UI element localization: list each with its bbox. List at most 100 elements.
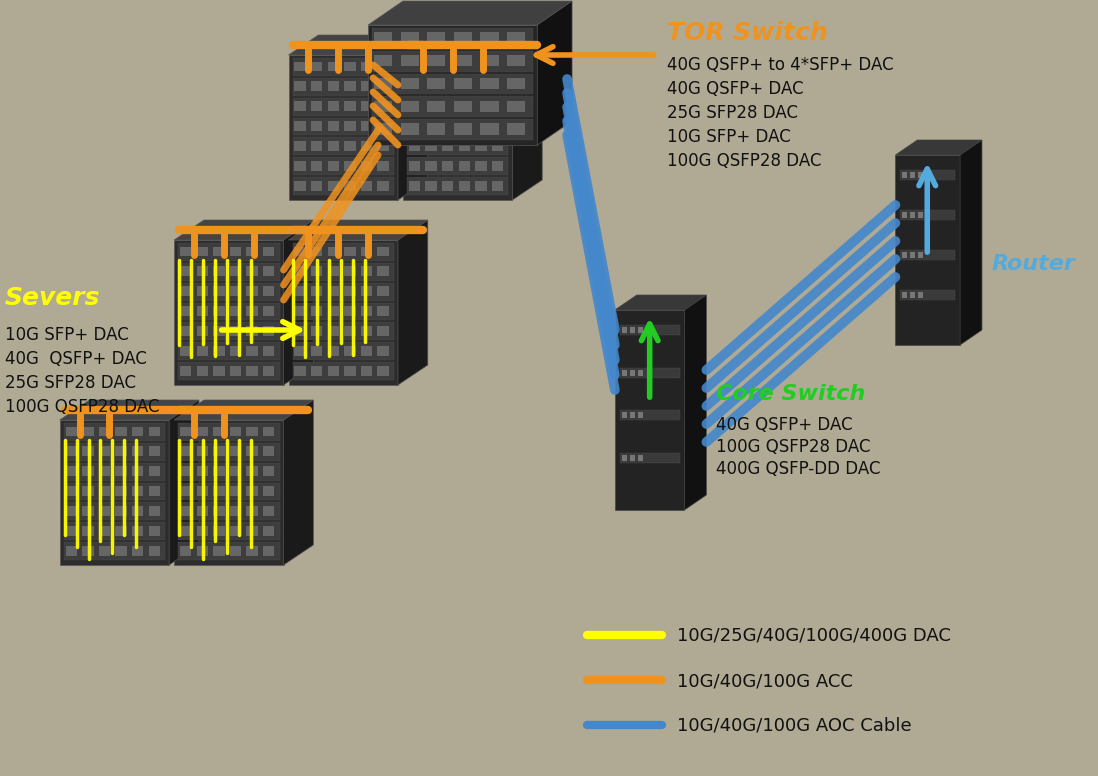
Bar: [345, 307, 356, 316]
Bar: [99, 506, 110, 516]
Bar: [361, 61, 372, 71]
Bar: [327, 161, 339, 171]
Bar: [378, 307, 389, 316]
Bar: [213, 346, 225, 355]
Bar: [213, 427, 225, 436]
Bar: [378, 141, 389, 151]
Bar: [378, 346, 389, 355]
Bar: [213, 266, 225, 276]
Bar: [66, 427, 77, 436]
Polygon shape: [283, 400, 313, 565]
Bar: [459, 81, 470, 92]
Bar: [213, 466, 225, 476]
Bar: [442, 141, 453, 151]
Bar: [378, 181, 389, 191]
Bar: [197, 286, 208, 296]
Bar: [229, 326, 242, 336]
Bar: [294, 326, 306, 336]
Bar: [345, 247, 356, 256]
Text: 40G QSFP+ DAC: 40G QSFP+ DAC: [716, 416, 853, 434]
Polygon shape: [289, 220, 428, 240]
Bar: [292, 58, 394, 76]
Bar: [66, 486, 77, 496]
Bar: [197, 427, 208, 436]
Bar: [229, 526, 242, 535]
Bar: [918, 292, 923, 298]
Bar: [426, 61, 437, 71]
Bar: [229, 346, 242, 355]
Polygon shape: [403, 35, 542, 55]
Bar: [345, 326, 356, 336]
Bar: [294, 61, 306, 71]
Bar: [264, 446, 274, 456]
Bar: [294, 81, 306, 92]
Bar: [178, 323, 280, 341]
Bar: [453, 101, 472, 112]
Bar: [229, 365, 242, 376]
Bar: [292, 323, 394, 341]
Bar: [327, 346, 339, 355]
Bar: [213, 307, 225, 316]
Bar: [311, 81, 323, 92]
Bar: [213, 365, 225, 376]
Bar: [197, 486, 208, 496]
Bar: [292, 282, 394, 300]
Bar: [178, 342, 280, 360]
Bar: [311, 141, 323, 151]
Bar: [374, 78, 392, 89]
Bar: [475, 102, 486, 111]
Bar: [401, 101, 419, 112]
Bar: [294, 141, 306, 151]
Bar: [910, 292, 916, 298]
Bar: [246, 326, 258, 336]
Bar: [294, 247, 306, 256]
Bar: [292, 137, 394, 155]
Bar: [197, 266, 208, 276]
Bar: [178, 502, 280, 520]
Bar: [66, 546, 77, 556]
Bar: [197, 307, 208, 316]
Bar: [361, 81, 372, 92]
Text: Core Switch: Core Switch: [716, 384, 865, 404]
Bar: [372, 50, 534, 71]
Bar: [246, 427, 258, 436]
Polygon shape: [175, 400, 313, 420]
Bar: [910, 212, 916, 218]
Bar: [345, 141, 356, 151]
Bar: [459, 141, 470, 151]
Bar: [378, 266, 389, 276]
Bar: [246, 466, 258, 476]
Bar: [407, 98, 508, 116]
Bar: [378, 365, 389, 376]
Bar: [197, 466, 208, 476]
Bar: [264, 365, 274, 376]
Bar: [264, 326, 274, 336]
Bar: [180, 365, 191, 376]
Bar: [292, 118, 394, 136]
Bar: [492, 102, 503, 111]
Bar: [264, 427, 274, 436]
Bar: [453, 32, 472, 43]
Bar: [311, 346, 323, 355]
Bar: [213, 546, 225, 556]
Bar: [178, 522, 280, 540]
Bar: [475, 61, 486, 71]
Bar: [378, 81, 389, 92]
Bar: [408, 61, 421, 71]
Text: 10G SFP+ DAC: 10G SFP+ DAC: [5, 326, 128, 344]
Text: 100G QSFP28 DAC: 100G QSFP28 DAC: [666, 152, 821, 170]
Bar: [621, 412, 627, 418]
Bar: [459, 121, 470, 131]
Bar: [213, 326, 225, 336]
Bar: [408, 81, 421, 92]
Bar: [620, 325, 680, 335]
Bar: [361, 266, 372, 276]
Bar: [115, 427, 126, 436]
Bar: [178, 263, 280, 281]
Bar: [345, 181, 356, 191]
Bar: [361, 307, 372, 316]
Bar: [311, 326, 323, 336]
Bar: [327, 102, 339, 111]
Bar: [311, 121, 323, 131]
Bar: [178, 282, 280, 300]
